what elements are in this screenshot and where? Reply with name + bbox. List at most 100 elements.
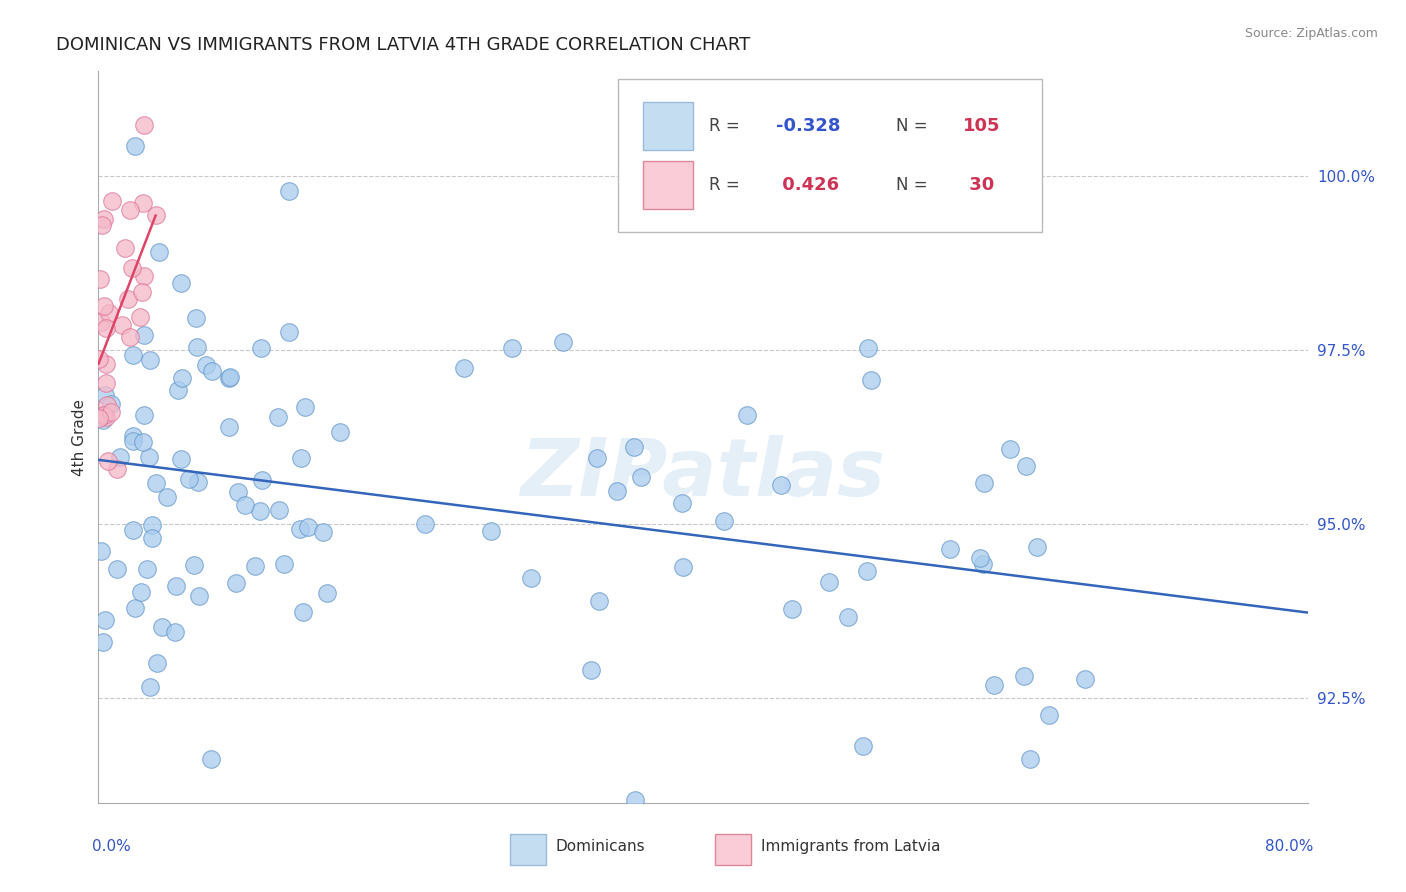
FancyBboxPatch shape <box>619 78 1042 232</box>
Point <box>141 518 163 533</box>
Text: Immigrants from Latvia: Immigrants from Latvia <box>761 839 941 855</box>
Point <box>939 542 962 557</box>
Text: R =: R = <box>709 117 745 136</box>
Point <box>624 793 647 807</box>
Point <box>672 560 695 574</box>
Point <box>170 452 193 467</box>
Point <box>312 525 335 540</box>
FancyBboxPatch shape <box>716 834 751 865</box>
Point <box>623 441 645 455</box>
Point <box>1038 707 1060 722</box>
Point <box>782 602 804 616</box>
Point <box>148 245 170 260</box>
Point <box>1000 442 1022 456</box>
Point <box>294 401 316 415</box>
Point <box>225 576 247 591</box>
Point <box>297 519 319 533</box>
Point <box>316 586 339 600</box>
Point <box>132 269 155 284</box>
Text: 80.0%: 80.0% <box>1265 839 1313 855</box>
Point <box>585 450 607 465</box>
Point <box>124 138 146 153</box>
Point <box>96 398 118 412</box>
Point <box>93 211 115 226</box>
Point <box>108 450 131 465</box>
Y-axis label: 4th Grade: 4th Grade <box>72 399 87 475</box>
Point <box>250 341 273 355</box>
Point <box>90 543 112 558</box>
Point <box>267 410 290 425</box>
Point <box>278 184 301 198</box>
Point <box>118 203 141 218</box>
Point <box>138 450 160 465</box>
Point <box>91 634 114 648</box>
Point <box>453 361 475 376</box>
Point <box>132 408 155 422</box>
Text: R =: R = <box>709 176 745 194</box>
Point <box>290 522 312 536</box>
Point <box>170 370 193 384</box>
Point <box>152 620 174 634</box>
Point <box>91 408 114 422</box>
Point <box>201 364 224 378</box>
Point <box>479 524 502 538</box>
Point <box>129 585 152 599</box>
Point <box>1025 541 1047 555</box>
Point <box>187 589 209 603</box>
Point <box>132 327 155 342</box>
Point <box>837 610 859 624</box>
Point <box>131 285 153 299</box>
Point <box>167 383 190 397</box>
Text: 105: 105 <box>963 117 1001 136</box>
Point <box>218 420 240 434</box>
Point <box>1015 458 1038 473</box>
Point <box>860 373 883 387</box>
Point <box>100 397 122 411</box>
Point <box>186 340 208 354</box>
Point <box>250 473 273 487</box>
Point <box>87 351 110 366</box>
Point <box>588 593 610 607</box>
Point <box>170 277 193 291</box>
Point <box>277 326 299 340</box>
Point <box>121 260 143 275</box>
Point <box>187 475 209 490</box>
Text: -0.328: -0.328 <box>776 117 839 136</box>
Point <box>226 485 249 500</box>
Point <box>145 208 167 222</box>
Point <box>1074 672 1097 686</box>
FancyBboxPatch shape <box>509 834 546 865</box>
Point <box>267 502 290 516</box>
Point <box>195 358 218 372</box>
Text: 0.426: 0.426 <box>776 176 838 194</box>
Point <box>852 739 875 753</box>
Point <box>122 523 145 537</box>
Point <box>124 600 146 615</box>
Point <box>1019 752 1042 766</box>
Point <box>94 376 117 391</box>
Point <box>91 413 114 427</box>
Point <box>165 579 187 593</box>
Point <box>233 499 256 513</box>
Point <box>139 680 162 694</box>
Point <box>114 241 136 255</box>
Point <box>292 606 315 620</box>
Point <box>141 531 163 545</box>
Point <box>163 624 186 639</box>
Point <box>136 561 159 575</box>
Point <box>983 678 1005 692</box>
Point <box>501 342 523 356</box>
Point <box>630 469 652 483</box>
Text: 30: 30 <box>963 176 994 194</box>
Point <box>128 310 150 324</box>
Point <box>105 462 128 476</box>
Point <box>146 656 169 670</box>
Point <box>111 318 134 333</box>
Point <box>118 330 141 344</box>
Point <box>100 194 122 209</box>
Text: DOMINICAN VS IMMIGRANTS FROM LATVIA 4TH GRADE CORRELATION CHART: DOMINICAN VS IMMIGRANTS FROM LATVIA 4TH … <box>56 36 751 54</box>
Point <box>145 475 167 490</box>
Point <box>249 504 271 518</box>
Point <box>93 299 115 313</box>
Point <box>713 514 735 528</box>
